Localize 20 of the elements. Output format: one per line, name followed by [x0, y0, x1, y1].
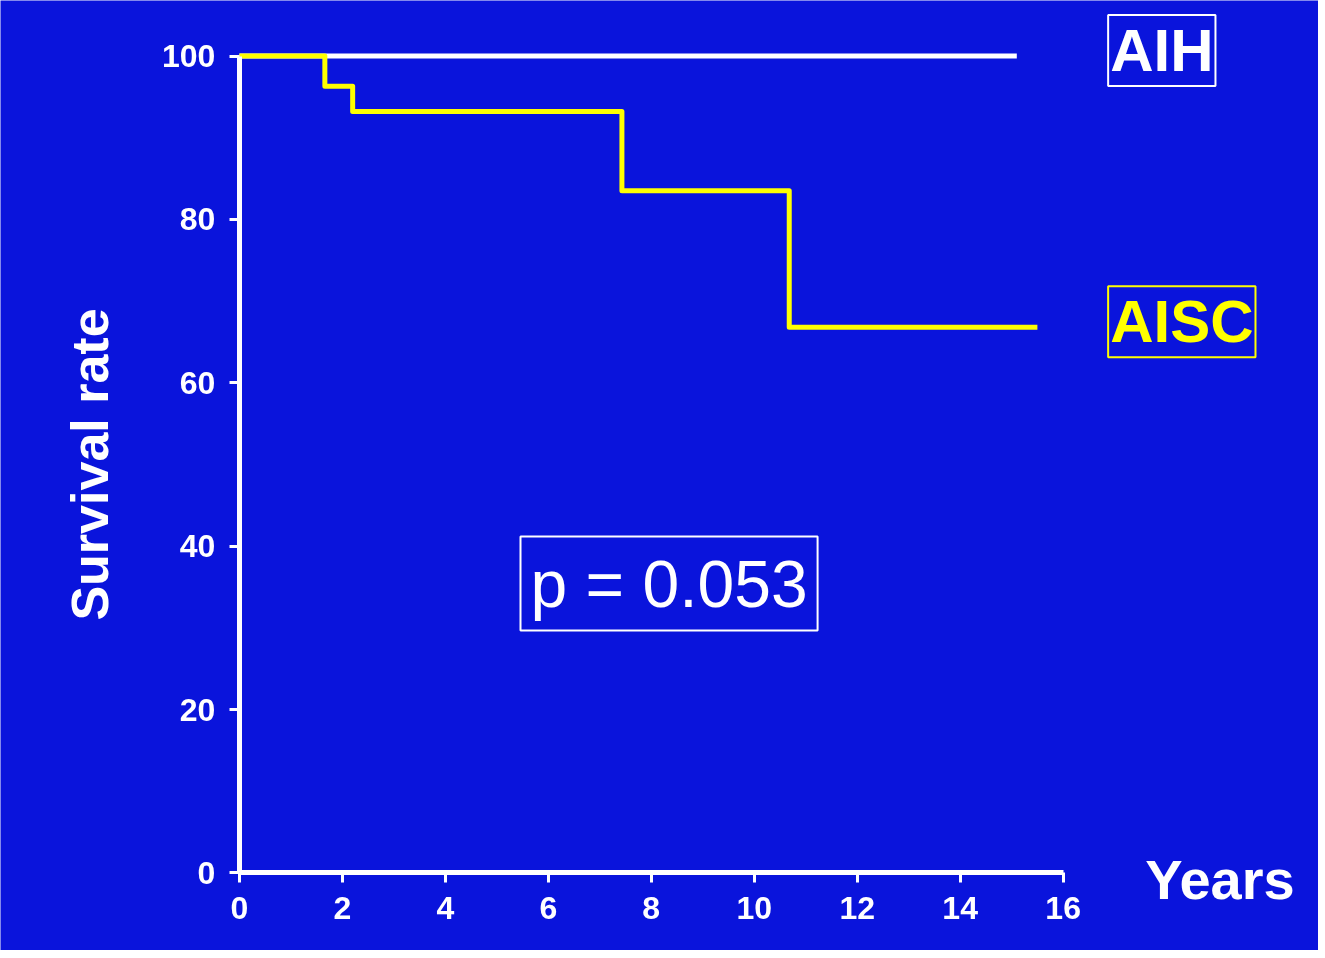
x-tick-label: 12	[839, 889, 875, 926]
x-tick-label: 10	[736, 889, 773, 926]
x-axis-title: Years	[1145, 847, 1295, 911]
y-tick-label: 60	[179, 364, 216, 401]
x-tick-label: 14	[942, 889, 979, 926]
x-tick-label: 4	[436, 889, 455, 926]
y-axis-title: Survival rate	[61, 308, 120, 621]
x-tick-label: 8	[642, 889, 661, 926]
series-label: AIH	[1110, 17, 1214, 85]
y-tick-label: 40	[179, 528, 216, 565]
series-label: AISC	[1110, 288, 1254, 356]
x-tick-label: 2	[333, 889, 352, 926]
x-tick-label: 16	[1045, 889, 1081, 926]
y-tick-label: 80	[179, 201, 216, 238]
y-tick-label: 20	[179, 691, 216, 728]
x-tick-label: 6	[539, 889, 558, 926]
y-tick-label: 100	[162, 38, 216, 75]
y-tick-label: 0	[197, 854, 216, 891]
x-tick-label: 0	[230, 889, 249, 926]
annotation: p = 0.053	[530, 546, 808, 621]
